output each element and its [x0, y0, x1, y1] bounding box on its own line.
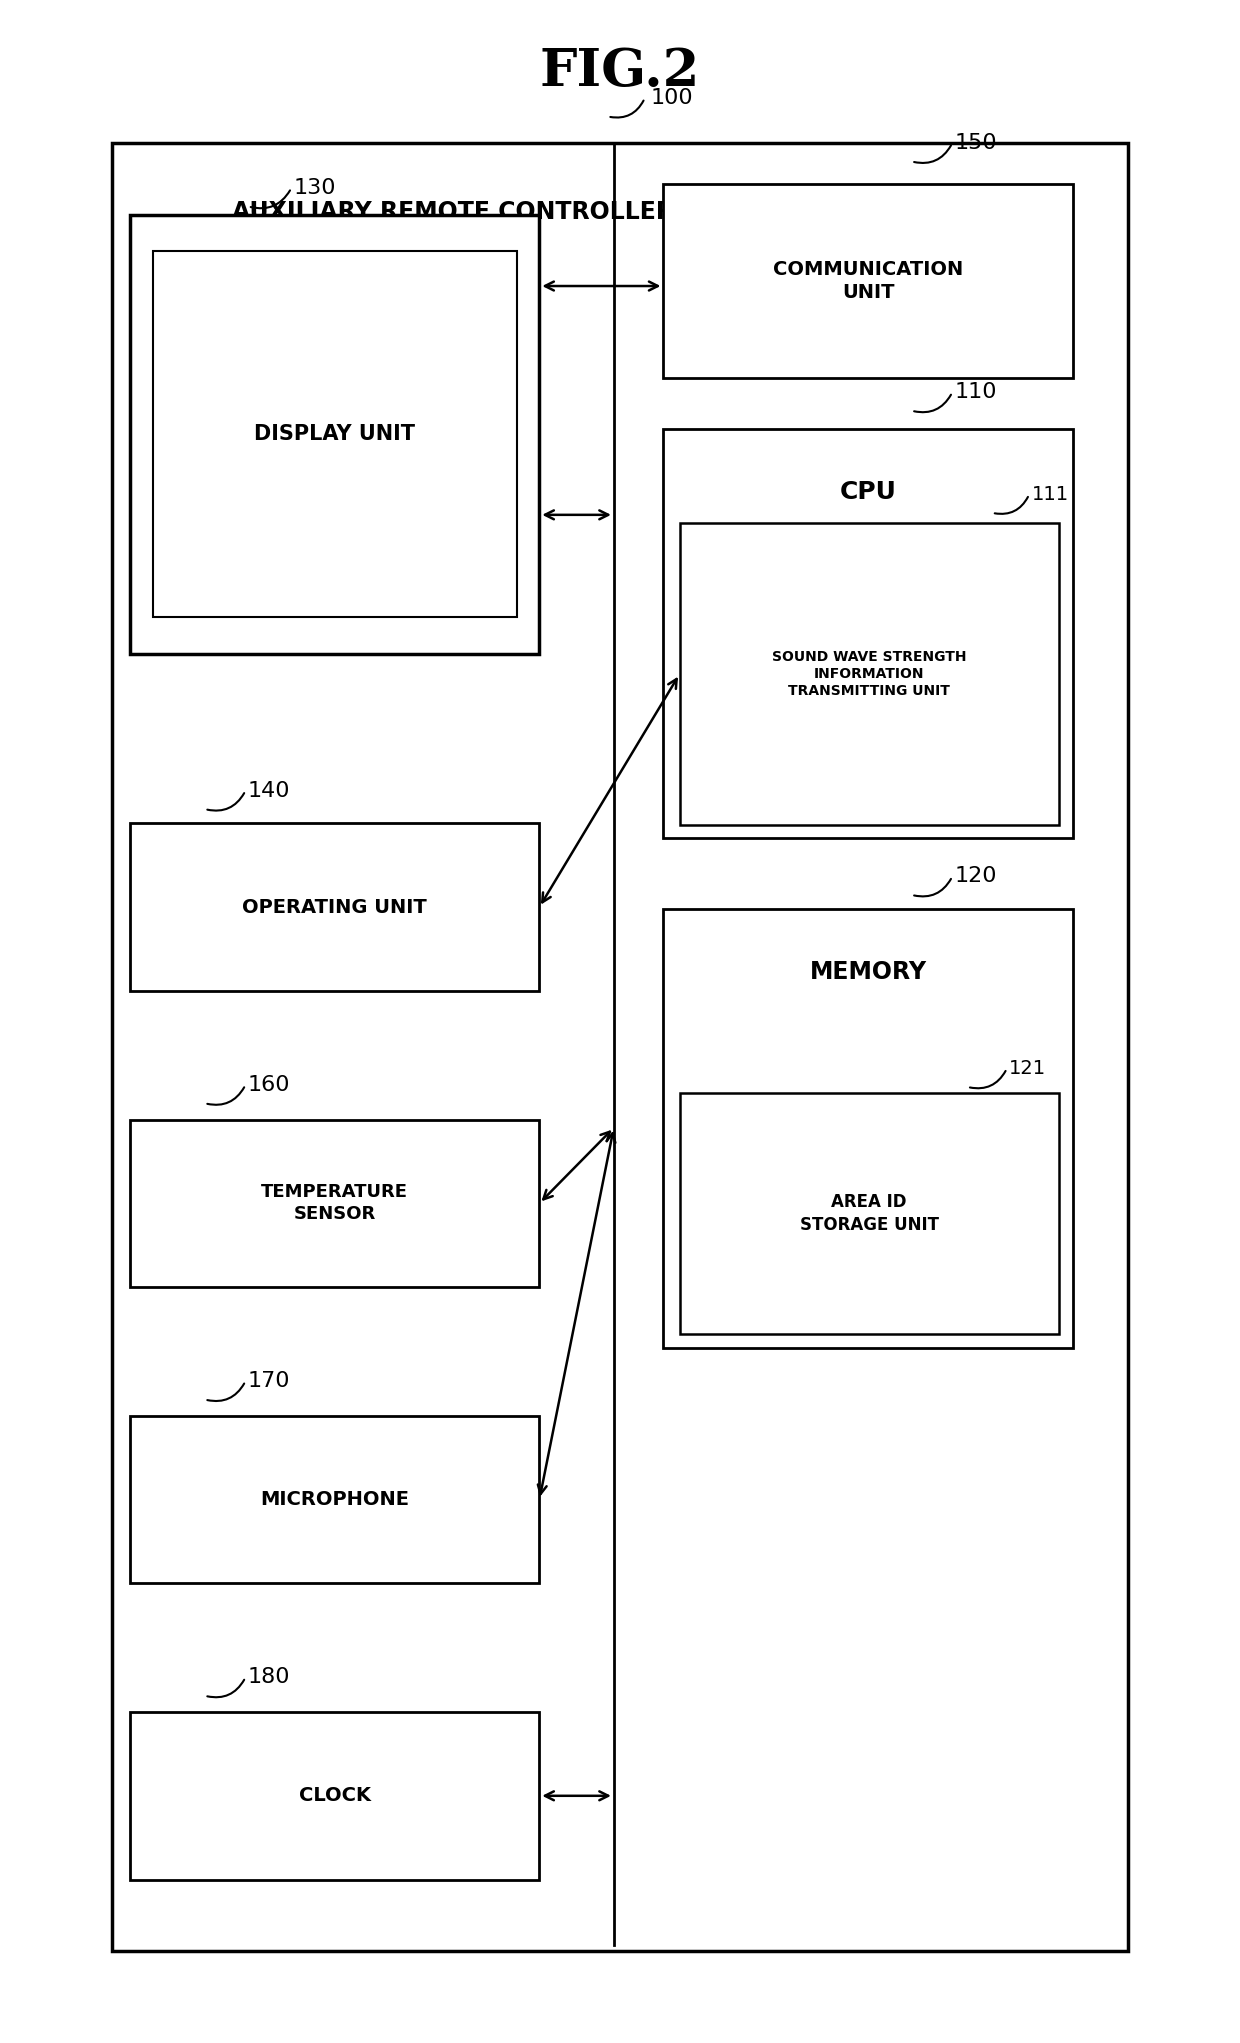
Bar: [130, 823, 539, 991]
Bar: [130, 1120, 539, 1287]
Text: 150: 150: [955, 133, 997, 153]
Text: AUXILIARY REMOTE CONTROLLER: AUXILIARY REMOTE CONTROLLER: [232, 200, 673, 225]
Text: OPERATING UNIT: OPERATING UNIT: [243, 897, 427, 917]
Bar: [680, 523, 1059, 825]
Text: MICROPHONE: MICROPHONE: [260, 1489, 409, 1510]
Text: SOUND WAVE STRENGTH
INFORMATION
TRANSMITTING UNIT: SOUND WAVE STRENGTH INFORMATION TRANSMIT…: [773, 650, 966, 699]
Bar: [663, 429, 1073, 838]
Bar: [680, 1093, 1059, 1334]
Text: 121: 121: [1009, 1058, 1047, 1079]
Text: CLOCK: CLOCK: [299, 1786, 371, 1806]
Text: MEMORY: MEMORY: [810, 960, 926, 985]
Bar: [130, 215, 539, 654]
Text: FIG.2: FIG.2: [539, 47, 701, 96]
Bar: [663, 184, 1073, 378]
Text: CPU: CPU: [839, 480, 897, 505]
Text: TEMPERATURE
SENSOR: TEMPERATURE SENSOR: [262, 1183, 408, 1224]
Bar: [130, 1416, 539, 1583]
Bar: [112, 143, 1128, 1951]
Text: DISPLAY UNIT: DISPLAY UNIT: [254, 425, 415, 443]
Text: 140: 140: [248, 780, 290, 801]
Text: 100: 100: [651, 88, 693, 108]
Text: 130: 130: [294, 178, 336, 198]
Text: 160: 160: [248, 1075, 290, 1095]
Text: 110: 110: [955, 382, 997, 402]
Text: 111: 111: [1032, 484, 1069, 505]
Bar: [663, 909, 1073, 1348]
Text: 170: 170: [248, 1371, 290, 1391]
Text: 120: 120: [955, 866, 997, 887]
Text: COMMUNICATION
UNIT: COMMUNICATION UNIT: [773, 259, 963, 302]
Bar: [130, 1712, 539, 1880]
Text: 180: 180: [248, 1667, 290, 1688]
Text: AREA ID
STORAGE UNIT: AREA ID STORAGE UNIT: [800, 1193, 939, 1234]
Bar: [153, 251, 517, 617]
